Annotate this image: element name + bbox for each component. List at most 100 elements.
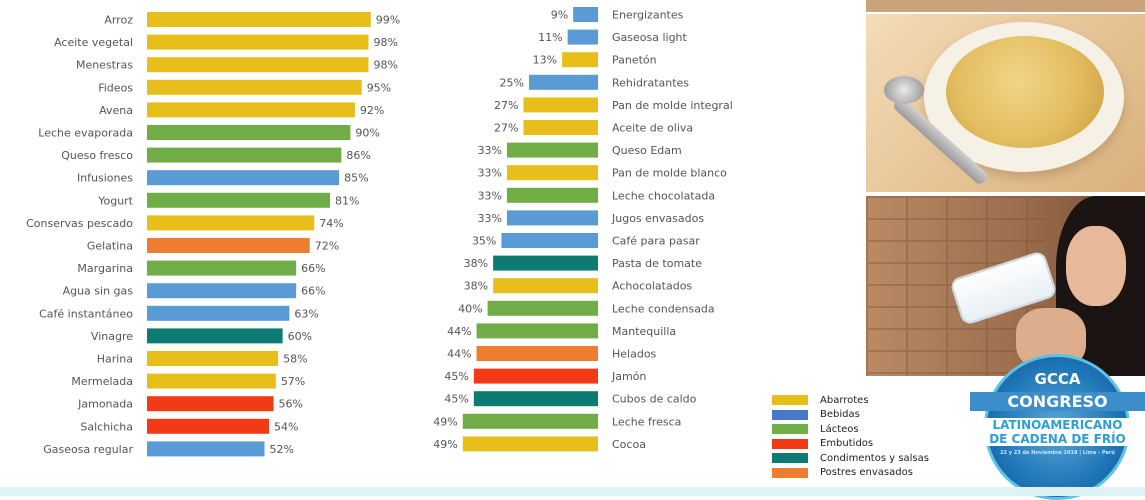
bar — [147, 260, 297, 276]
category-label: Aceite vegetal — [54, 36, 133, 49]
category-label: Leche chocolatada — [612, 189, 715, 202]
bar — [562, 52, 598, 68]
category-label: Conservas pescado — [26, 217, 133, 230]
bar — [147, 215, 315, 231]
legend-swatch — [772, 467, 808, 478]
bar — [147, 396, 274, 412]
milk-photo — [866, 196, 1145, 376]
value-label: 38% — [464, 257, 488, 270]
category-label: Panetón — [612, 54, 657, 67]
bar — [523, 97, 598, 113]
value-label: 86% — [346, 149, 370, 162]
bar — [147, 170, 340, 186]
category-label: Margarina — [77, 262, 133, 275]
category-label: Rehidratantes — [612, 76, 689, 89]
value-label: 98% — [373, 36, 397, 49]
bar — [147, 125, 351, 140]
logo-line4: DE CADENA DE FRÍO — [970, 432, 1145, 446]
value-label: 54% — [274, 420, 298, 433]
bar — [473, 368, 598, 384]
category-label: Energizantes — [612, 9, 684, 22]
category-label: Leche evaporada — [38, 127, 133, 140]
legend-item-bebidas: Bebidas — [772, 408, 962, 423]
bar — [523, 120, 598, 135]
bar — [147, 418, 270, 434]
value-label: 92% — [360, 104, 384, 117]
value-label: 33% — [477, 189, 501, 202]
bar — [147, 238, 310, 253]
bar — [147, 373, 276, 389]
spoon-head — [884, 76, 924, 104]
logo-line2: CONGRESO — [970, 392, 1145, 411]
category-label: Infusiones — [77, 172, 133, 185]
category-label: Pan de molde blanco — [612, 167, 727, 180]
soup-photo — [866, 14, 1145, 192]
category-label: Cubos de caldo — [612, 393, 697, 406]
bar — [147, 12, 371, 27]
bar — [493, 255, 598, 271]
bar — [147, 57, 369, 73]
value-label: 81% — [335, 194, 359, 207]
value-label: 9% — [551, 9, 568, 22]
value-label: 49% — [433, 415, 457, 428]
value-label: 60% — [288, 330, 312, 343]
bar — [147, 192, 331, 208]
category-label: Salchicha — [80, 420, 133, 433]
bar — [506, 165, 598, 181]
value-label: 58% — [283, 353, 307, 366]
bar — [147, 34, 369, 50]
soup — [946, 36, 1104, 148]
category-label: Jamón — [611, 370, 646, 383]
legend-swatch — [772, 395, 808, 406]
bar — [506, 142, 598, 158]
value-label: 35% — [472, 235, 496, 248]
bar — [462, 413, 598, 429]
bar — [567, 29, 598, 45]
legend-item-lacteos: Lácteos — [772, 422, 962, 437]
value-label: 25% — [500, 76, 524, 89]
category-label: Jugos envasados — [611, 212, 704, 225]
logo-line5: 22 y 23 de Noviembre 2018 | Lima - Perú — [1000, 450, 1115, 456]
legend-swatch — [772, 424, 808, 435]
legend-label: Bebidas — [820, 409, 860, 421]
category-label: Vinagre — [91, 330, 133, 343]
legend-label: Lácteos — [820, 423, 859, 435]
value-label: 63% — [294, 307, 318, 320]
value-label: 44% — [447, 348, 471, 361]
logo-line1: GCCA — [1034, 370, 1081, 388]
bar — [147, 351, 279, 366]
category-label: Mantequilla — [612, 325, 676, 338]
category-label: Menestras — [76, 59, 133, 72]
legend-label: Condimentos y salsas — [820, 452, 929, 464]
category-label: Gelatina — [87, 240, 133, 253]
value-label: 57% — [281, 375, 305, 388]
bar — [147, 328, 283, 344]
category-label: Pasta de tomate — [612, 257, 702, 270]
bar — [147, 147, 342, 163]
legend-item-postres: Postres envasados — [772, 466, 962, 481]
bar — [487, 300, 598, 316]
category-label: Leche condensada — [612, 302, 715, 315]
value-label: 44% — [447, 325, 471, 338]
gcca-logo: GCCA CONGRESO LATINOAMERICANO DE CADENA … — [970, 352, 1145, 500]
category-label: Mermelada — [71, 375, 133, 388]
value-label: 13% — [533, 54, 557, 67]
food-photo-strip — [866, 0, 1145, 12]
value-label: 45% — [444, 370, 468, 383]
face — [1066, 226, 1126, 306]
bar — [462, 436, 598, 452]
value-label: 72% — [315, 240, 339, 253]
bar — [506, 187, 598, 203]
category-label: Leche fresca — [612, 415, 681, 428]
category-label: Café para pasar — [612, 235, 700, 248]
bar — [501, 233, 598, 248]
bar — [506, 210, 598, 226]
legend-swatch — [772, 438, 808, 449]
bar — [476, 323, 598, 339]
category-label: Yogurt — [97, 194, 133, 207]
legend-label: Abarrotes — [820, 394, 869, 406]
legend: Abarrotes Bebidas Lácteos Embutidos Cond… — [772, 393, 962, 480]
category-label: Queso Edam — [612, 144, 682, 157]
